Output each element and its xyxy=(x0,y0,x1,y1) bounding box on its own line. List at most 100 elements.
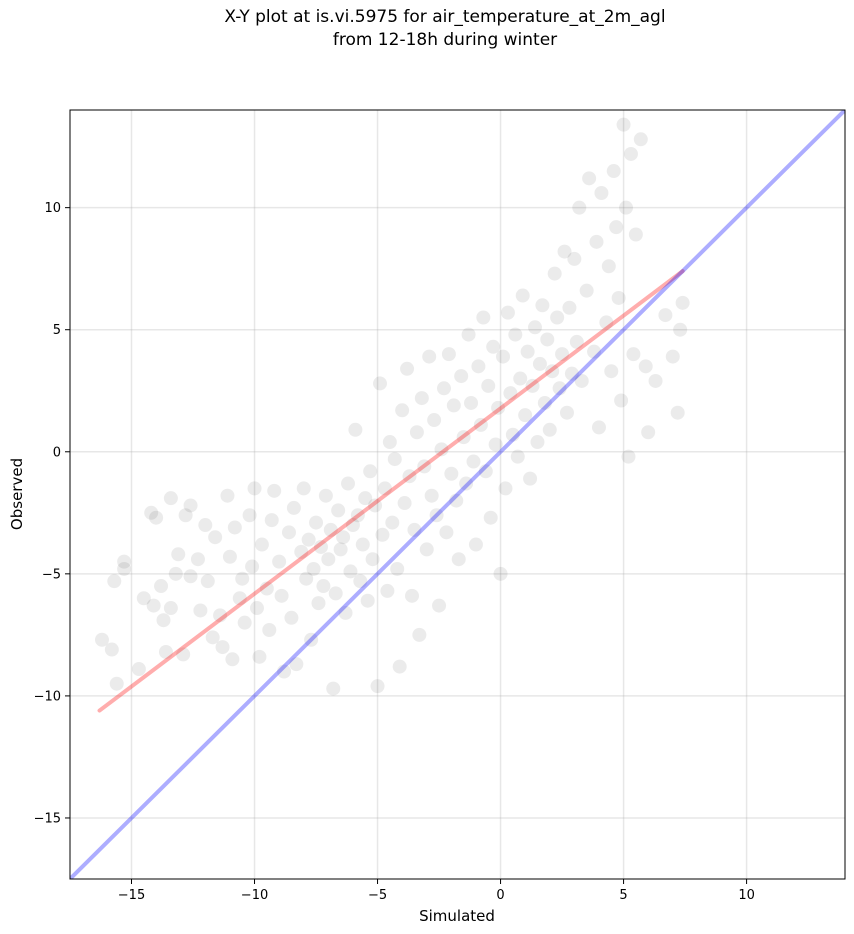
data-point xyxy=(220,488,235,503)
data-point xyxy=(247,481,262,496)
data-point xyxy=(404,588,419,603)
data-point xyxy=(444,466,459,481)
data-point xyxy=(277,664,292,679)
y-tick-label: −10 xyxy=(34,689,61,704)
data-point xyxy=(262,622,277,637)
data-point xyxy=(318,488,333,503)
data-point xyxy=(515,288,530,303)
data-point xyxy=(569,334,584,349)
data-point xyxy=(547,266,562,281)
data-point xyxy=(363,464,378,479)
data-point xyxy=(272,554,287,569)
data-point xyxy=(193,603,208,618)
data-point xyxy=(589,234,604,249)
data-point xyxy=(481,378,496,393)
data-point xyxy=(370,679,385,694)
data-point xyxy=(459,476,474,491)
data-point xyxy=(594,186,609,201)
data-point xyxy=(136,591,151,606)
data-point xyxy=(373,376,387,391)
x-tick-label: 10 xyxy=(738,888,755,903)
data-point xyxy=(530,435,545,450)
y-tick-label: 0 xyxy=(53,445,61,460)
data-point xyxy=(171,547,186,562)
data-point xyxy=(259,581,274,596)
data-point xyxy=(299,571,314,586)
data-point xyxy=(333,542,348,557)
data-point xyxy=(178,508,193,523)
data-point xyxy=(616,117,631,132)
data-point xyxy=(321,552,336,567)
x-axis-label: Simulated xyxy=(419,907,495,925)
data-point xyxy=(336,530,351,545)
data-point xyxy=(245,559,260,574)
data-point xyxy=(375,527,390,542)
data-point xyxy=(313,539,328,554)
data-point xyxy=(350,508,365,523)
data-point xyxy=(429,508,444,523)
data-point xyxy=(623,146,638,161)
data-point xyxy=(449,493,464,508)
data-point xyxy=(528,320,542,335)
data-point xyxy=(424,488,439,503)
chart-title: X-Y plot at is.vi.5975 for air_temperatu… xyxy=(0,6,854,52)
data-point xyxy=(301,532,316,547)
data-point xyxy=(183,569,198,584)
data-point xyxy=(252,649,267,664)
data-point xyxy=(658,308,673,323)
data-point xyxy=(377,481,392,496)
data-point xyxy=(606,164,621,179)
reference-lines xyxy=(70,110,845,879)
data-point xyxy=(163,491,178,506)
data-point xyxy=(427,413,442,428)
data-point xyxy=(323,522,338,537)
data-point xyxy=(242,508,257,523)
data-point xyxy=(518,408,533,423)
data-point xyxy=(365,552,380,567)
data-point xyxy=(353,574,368,589)
data-point xyxy=(144,505,159,520)
grid-lines xyxy=(70,110,845,879)
data-point xyxy=(557,244,572,259)
data-point xyxy=(503,386,518,401)
data-point xyxy=(670,405,685,420)
data-point xyxy=(591,420,606,435)
data-point xyxy=(552,381,567,396)
data-point xyxy=(483,510,498,525)
data-point xyxy=(200,574,215,589)
data-point xyxy=(213,608,228,623)
data-point xyxy=(348,422,363,437)
data-point xyxy=(232,591,247,606)
data-point xyxy=(309,515,324,530)
data-point xyxy=(614,393,629,408)
data-point xyxy=(493,566,508,581)
data-point xyxy=(488,437,503,452)
data-point xyxy=(316,579,331,594)
data-point xyxy=(208,530,223,545)
data-point xyxy=(267,483,282,498)
data-point xyxy=(540,332,555,347)
data-point xyxy=(496,349,511,364)
data-point xyxy=(390,561,405,576)
data-point xyxy=(154,579,169,594)
data-point xyxy=(331,503,346,518)
data-point xyxy=(414,391,429,406)
data-point xyxy=(439,525,454,540)
data-point xyxy=(190,552,205,567)
data-point xyxy=(638,359,653,374)
data-point xyxy=(441,347,456,362)
data-point xyxy=(117,554,132,569)
data-point xyxy=(341,476,356,491)
data-point xyxy=(432,598,447,613)
data-point xyxy=(535,298,550,313)
data-point xyxy=(422,349,437,364)
data-point xyxy=(117,561,132,576)
data-point xyxy=(395,403,410,418)
data-point xyxy=(338,605,353,620)
data-point xyxy=(419,542,434,557)
data-point xyxy=(567,251,582,266)
data-point xyxy=(574,373,589,388)
data-point xyxy=(550,310,565,325)
data-point xyxy=(326,681,341,696)
data-point xyxy=(446,398,461,413)
